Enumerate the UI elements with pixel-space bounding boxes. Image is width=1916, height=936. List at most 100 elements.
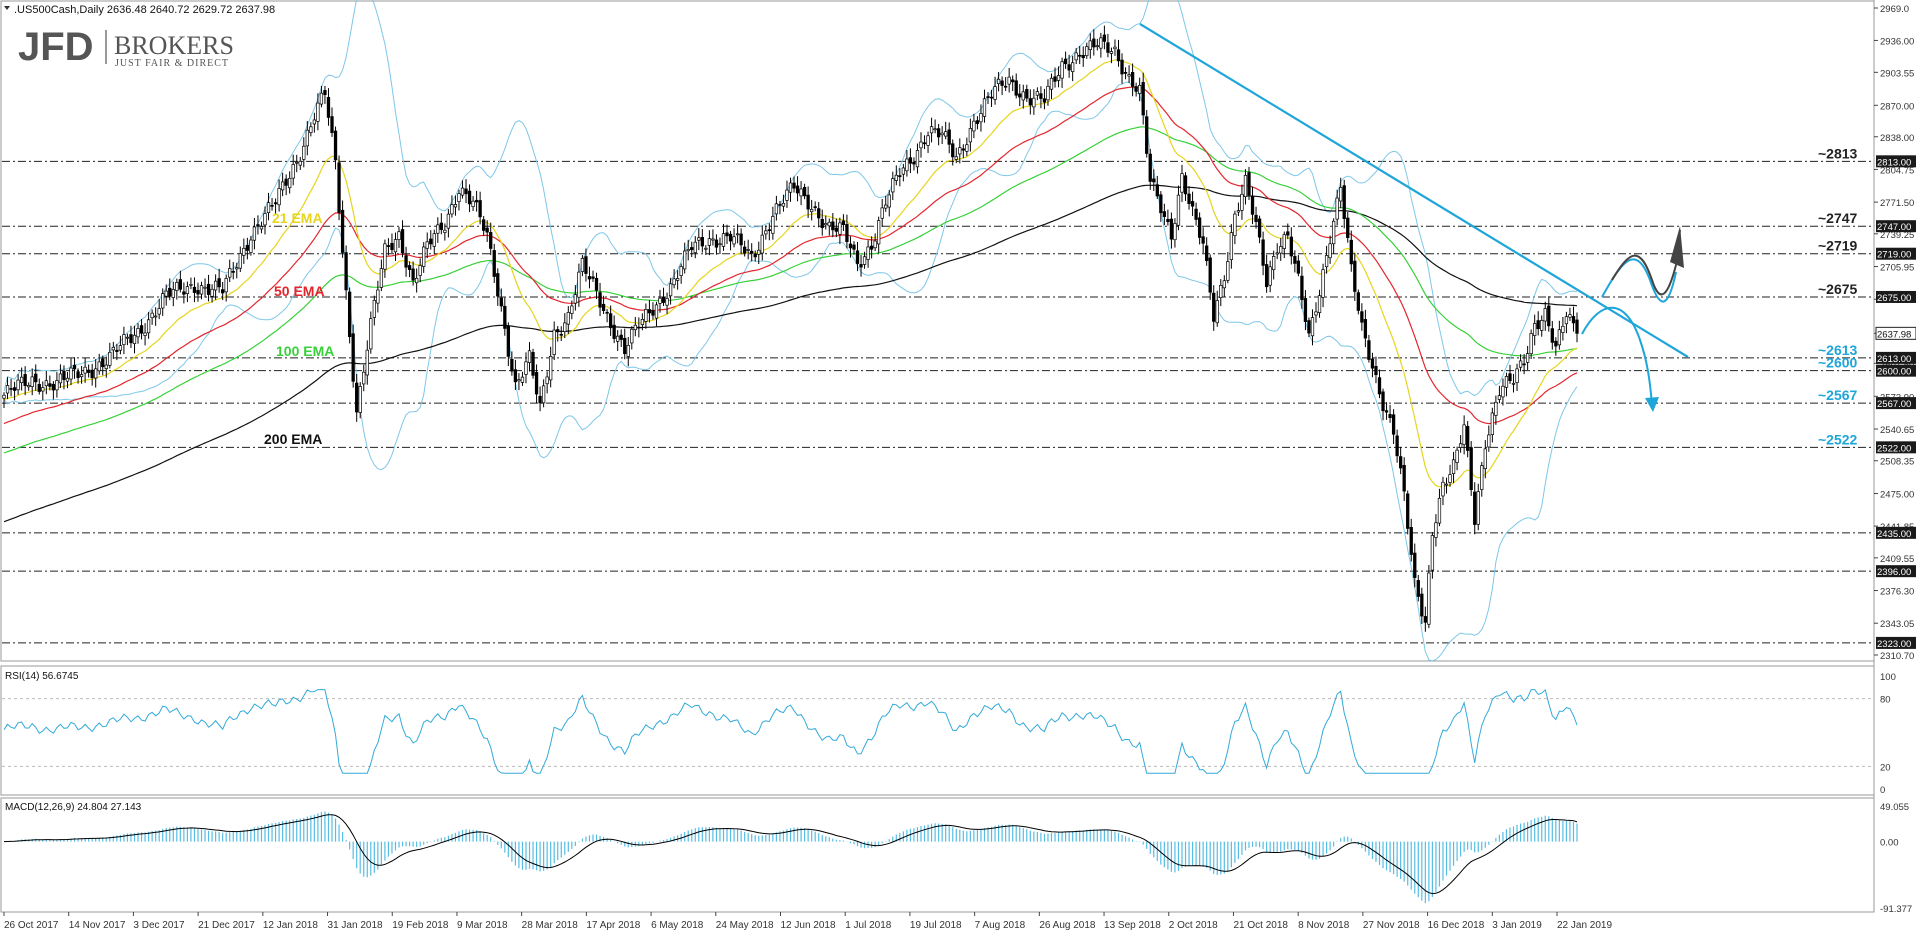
candle-body (831, 221, 835, 231)
candle-body (570, 305, 574, 314)
candle-body (1240, 193, 1244, 211)
candle-body (972, 120, 976, 132)
candle-body (1215, 300, 1219, 324)
candle-body (319, 92, 324, 105)
candle-body (19, 376, 24, 384)
candle-body (1286, 231, 1290, 236)
rsi-line (3, 688, 1578, 774)
candle-body (743, 246, 747, 254)
time-tick-label: 12 Jun 2018 (781, 920, 836, 931)
candle-body (1056, 75, 1061, 81)
candle-body (270, 204, 274, 207)
candle-body (905, 158, 909, 172)
candle-body (1529, 333, 1533, 355)
candle-body (1222, 280, 1226, 289)
candle-body (1042, 98, 1047, 103)
candle-body (474, 199, 479, 203)
candle-body (979, 113, 983, 123)
candle-body (654, 304, 659, 319)
candle-body (1533, 323, 1537, 336)
level-tag-bg-2813 (1876, 155, 1916, 168)
candle-body (795, 185, 800, 194)
candle-body (1074, 52, 1078, 61)
candle-body (1261, 239, 1265, 266)
candle-body (951, 143, 955, 158)
header-menu-icon[interactable] (4, 6, 10, 10)
candle-body (1049, 77, 1054, 90)
candle-body (178, 279, 182, 290)
time-tick-label: 17 Apr 2018 (586, 920, 640, 931)
candle-body (302, 145, 306, 160)
candle-body (915, 150, 920, 168)
candle-body (139, 325, 144, 334)
candle-body (1342, 185, 1346, 220)
candle-body (534, 372, 539, 395)
candle-body (838, 222, 842, 235)
candle-body (1455, 449, 1459, 463)
candle-body (464, 188, 468, 195)
candle-body (1370, 358, 1375, 369)
candle-body (1324, 255, 1329, 268)
ema50-label: 50 EMA (274, 283, 325, 299)
candle-body (1339, 187, 1343, 202)
candle-body (852, 244, 856, 250)
candle-body (1000, 80, 1004, 86)
candle-body (436, 224, 440, 234)
candle-body (344, 252, 348, 291)
candle-body (1226, 261, 1230, 281)
candle-body (785, 189, 789, 201)
ema100-label: 100 EMA (276, 343, 334, 359)
candle-body (665, 298, 669, 306)
candle-body (429, 238, 433, 245)
candle-body (365, 349, 369, 376)
candle-body (27, 384, 31, 388)
candle-body (9, 388, 13, 390)
candle-body (1388, 414, 1392, 419)
candle-body (661, 296, 666, 303)
candle-body (647, 309, 652, 314)
candle-body (1190, 201, 1195, 207)
price-pane (0, 0, 1875, 662)
candle-body (1413, 552, 1417, 578)
candle-body (577, 271, 581, 298)
candle-body (556, 329, 560, 333)
level-label-2613: ~2613 (1818, 342, 1858, 358)
candle-body (503, 306, 507, 329)
time-tick-label: 3 Dec 2017 (133, 920, 185, 931)
ema200-line (3, 184, 1578, 523)
candle-body (587, 276, 592, 280)
candle-body (739, 233, 743, 246)
candle-body (1391, 414, 1396, 435)
candle-body (337, 162, 341, 213)
candle-body (404, 255, 408, 268)
candle-body (982, 98, 987, 117)
candle-body (132, 334, 137, 344)
candle-body (1257, 218, 1262, 238)
candle-body (626, 345, 630, 357)
candle-body (1148, 153, 1152, 182)
candle-body (340, 209, 345, 253)
candle-body (460, 187, 465, 196)
jfd-logo: JFD BROKERS JUST FAIR & DIRECT (18, 25, 234, 69)
macd-tick-label: -91.377 (1880, 904, 1912, 915)
candle-body (718, 243, 722, 246)
candle-body (936, 128, 941, 138)
candle-body (1095, 45, 1099, 48)
candle-body (245, 245, 250, 251)
candle-body (697, 237, 701, 241)
price-tick-label: 2540.65 (1880, 425, 1914, 436)
candle-body (351, 333, 355, 382)
candle-body (330, 116, 334, 133)
candle-body (72, 365, 77, 370)
candle-body (524, 361, 528, 375)
candle-body (1540, 320, 1544, 331)
time-axis: 26 Oct 2017 14 Nov 2017 3 Dec 2017 21 Dec 2… (3, 912, 1612, 931)
candle-body (259, 226, 264, 230)
candle-body (1367, 340, 1371, 360)
candle-body (799, 188, 803, 197)
candle-body (1487, 434, 1491, 448)
candle-body (266, 202, 271, 214)
candle-body (810, 209, 814, 213)
candle-body (1229, 232, 1234, 260)
candle-body (309, 126, 313, 133)
